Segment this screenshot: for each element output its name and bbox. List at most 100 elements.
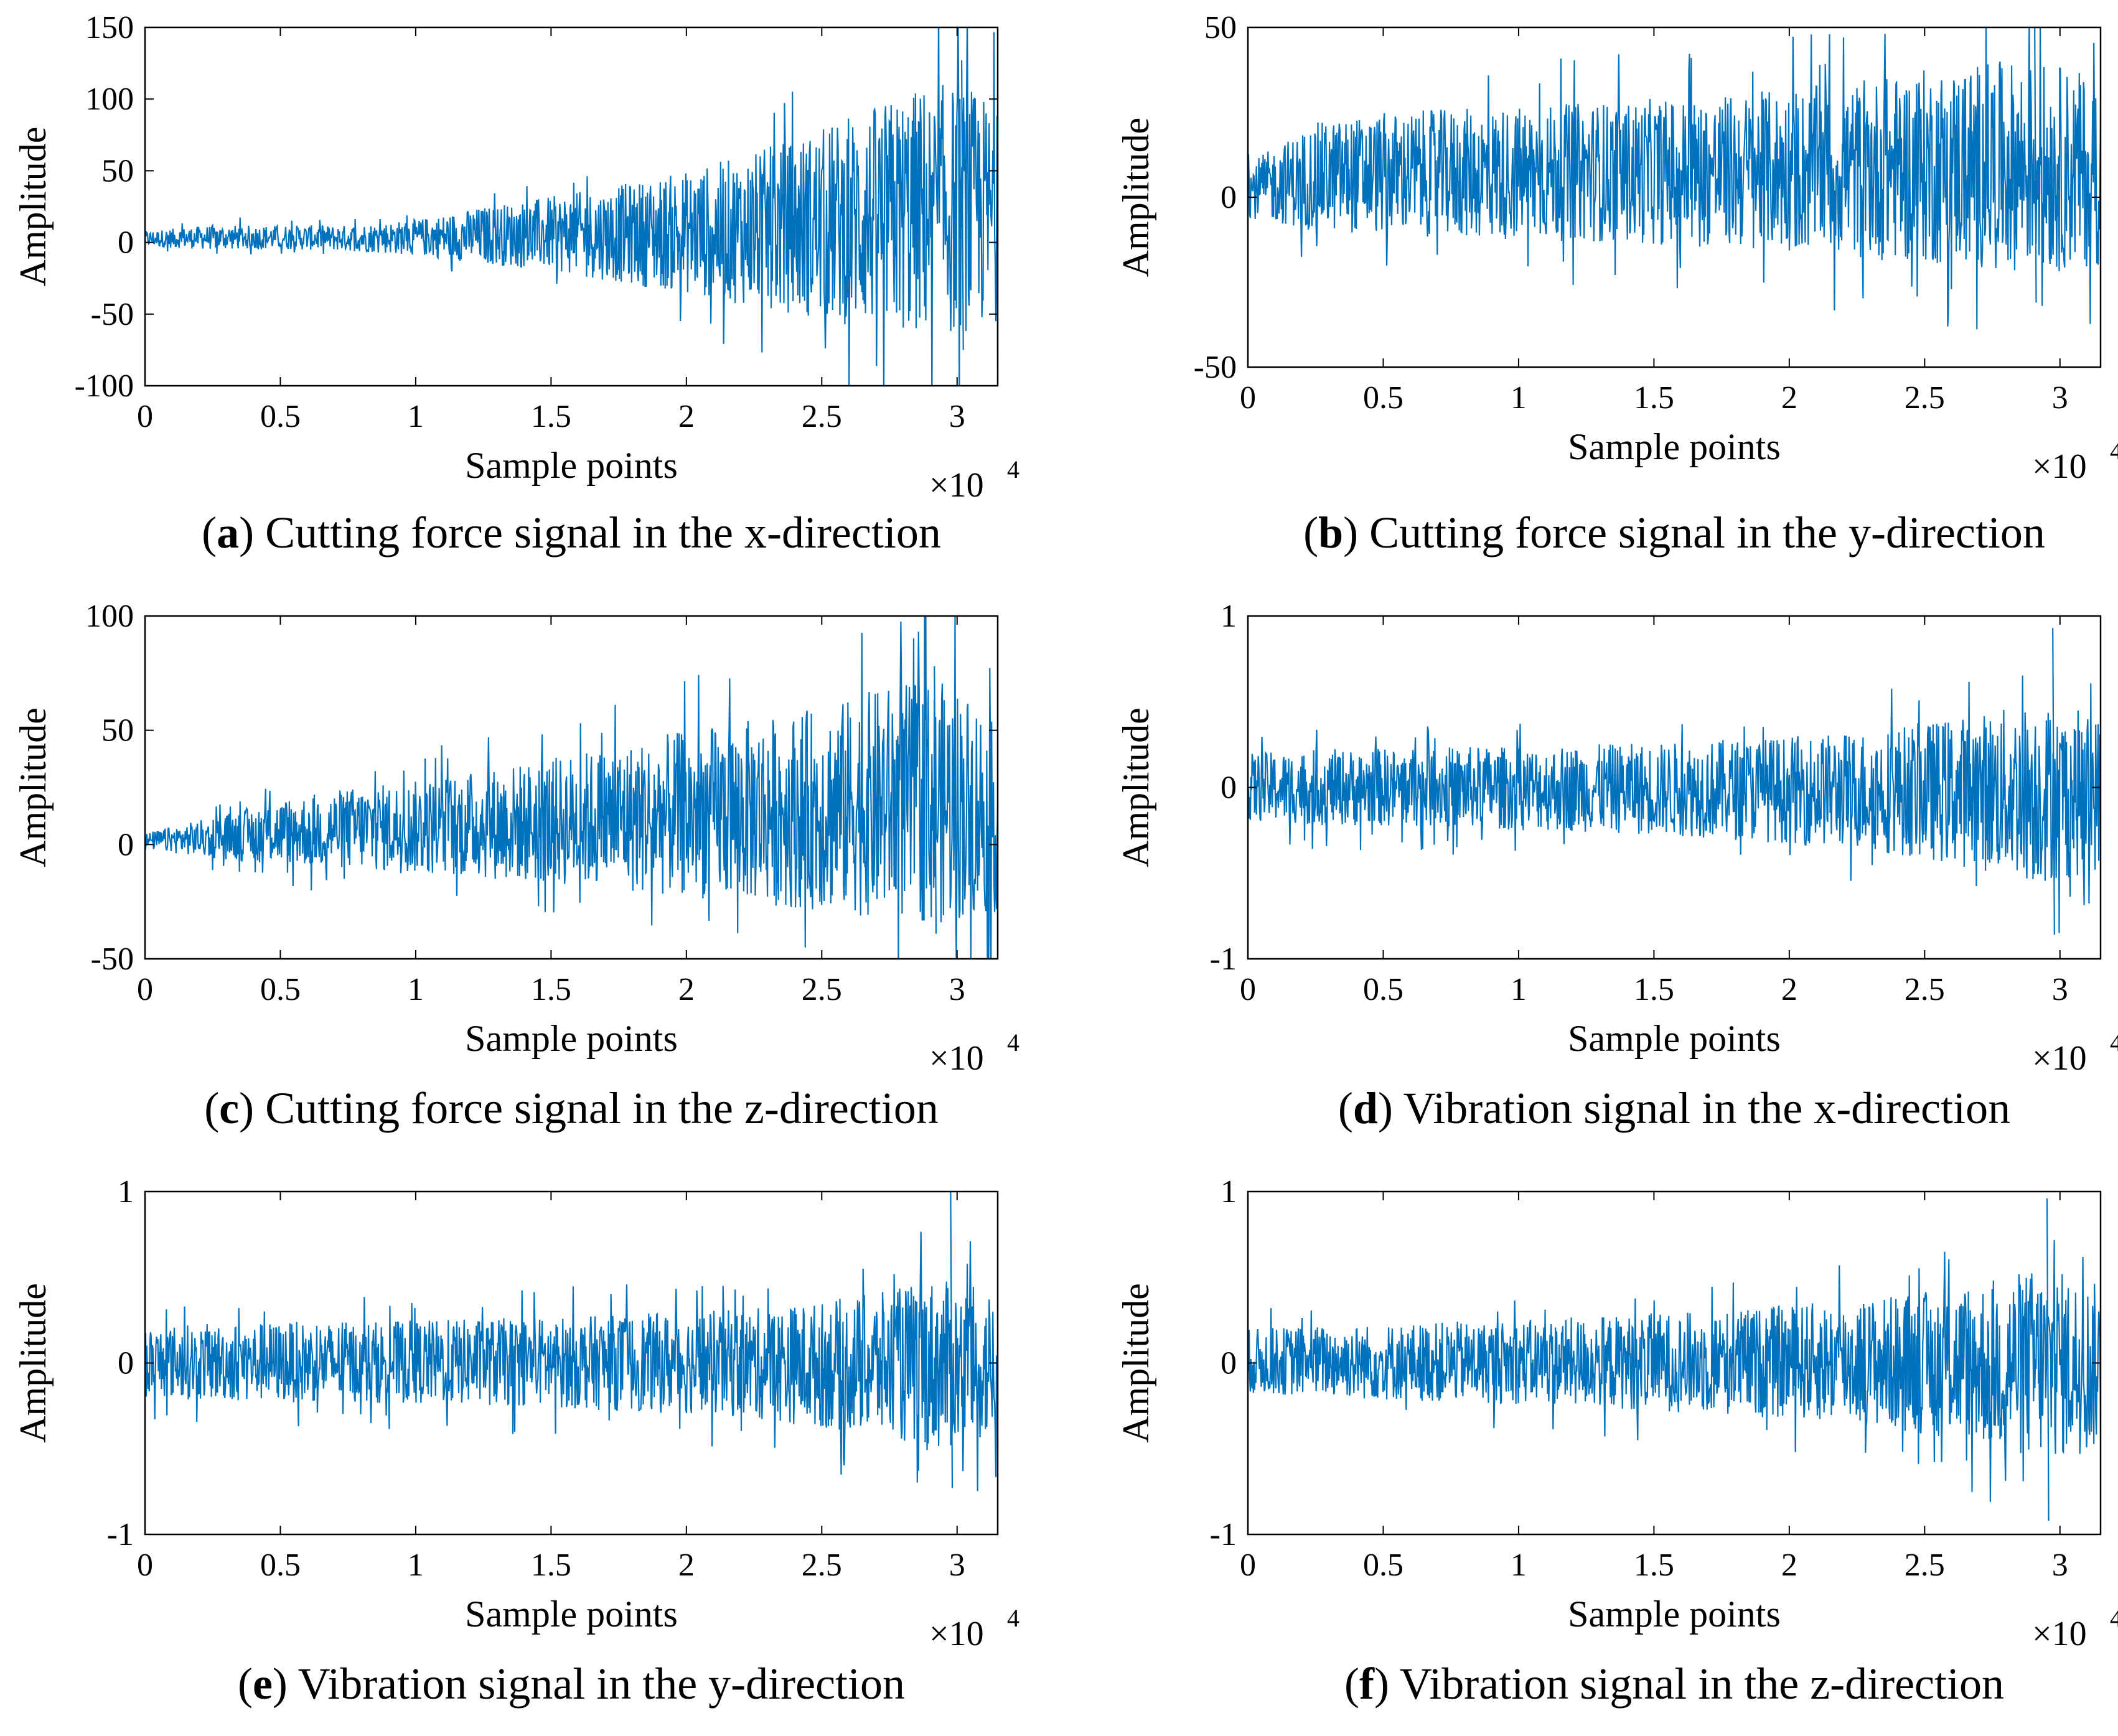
caption-close-paren: ) [1374, 1659, 1389, 1709]
y-tick-label-a: 150 [85, 10, 134, 45]
caption-open-paren: ( [1303, 508, 1318, 558]
caption-letter-b: b [1318, 508, 1343, 558]
x-tick-label-d: 0.5 [1363, 972, 1403, 1007]
x-tick-label-d: 1.5 [1634, 972, 1674, 1007]
axes-box-c [144, 615, 999, 960]
y-tick-label-f: 0 [1221, 1346, 1237, 1381]
x-tick-label-b: 2.5 [1905, 380, 1945, 416]
caption-letter-c: c [219, 1083, 239, 1133]
x-tick-label-f: 0 [1240, 1547, 1256, 1583]
caption-close-paren: ) [1378, 1083, 1393, 1133]
x-exponent-label-f: ×10 [2032, 1615, 2087, 1653]
y-axis-label-f: Amplitude [1115, 1283, 1156, 1443]
y-tick-label-a: 100 [85, 82, 134, 117]
x-tick-label-f: 2 [1781, 1547, 1797, 1583]
caption-close-paren: ) [239, 1083, 254, 1133]
y-tick-label-a: -100 [75, 368, 134, 404]
y-tick-label-a: 50 [101, 153, 134, 189]
caption-letter-e: e [253, 1659, 273, 1709]
x-tick-label-c: 2 [678, 972, 695, 1007]
caption-e: (e) Vibration signal in the y-direction [238, 1659, 905, 1709]
x-exponent-label-a: ×10 [929, 466, 984, 505]
x-exponent-label-b: ×10 [2032, 447, 2087, 486]
x-tick-label-d: 1 [1511, 972, 1527, 1007]
caption-a: (a) Cutting force signal in the x-direct… [202, 508, 941, 558]
y-tick-label-f: 1 [1221, 1174, 1237, 1210]
y-tick-label-a: 0 [118, 225, 134, 261]
x-tick-label-f: 0.5 [1363, 1547, 1403, 1583]
y-tick-label-a: -50 [91, 297, 134, 332]
x-tick-label-f: 1 [1511, 1547, 1527, 1583]
caption-close-paren: ) [273, 1659, 288, 1709]
x-tick-label-e: 0.5 [260, 1547, 301, 1583]
x-axis-label-c: Sample points [465, 1018, 678, 1059]
caption-open-paren: ( [1338, 1083, 1353, 1133]
signal-trace-d [1248, 628, 2101, 935]
x-axis-label-f: Sample points [1568, 1594, 1781, 1635]
x-tick-label-a: 2 [678, 399, 695, 434]
caption-b: (b) Cutting force signal in the y-direct… [1303, 508, 2045, 558]
x-tick-label-e: 1.5 [531, 1547, 571, 1583]
signal-trace-e [145, 1192, 998, 1491]
signal-trace-b [1248, 27, 2101, 330]
axes-box-a [144, 26, 999, 387]
x-axis-label-b: Sample points [1568, 426, 1781, 467]
x-tick-label-e: 1 [408, 1547, 424, 1583]
caption-open-paren: ( [238, 1659, 253, 1709]
x-tick-label-b: 2 [1781, 380, 1797, 416]
x-tick-label-a: 3 [949, 399, 965, 434]
x-tick-label-e: 2.5 [802, 1547, 842, 1583]
y-tick-label-c: 100 [85, 599, 134, 634]
x-tick-label-a: 2.5 [802, 399, 842, 434]
y-axis-label-c: Amplitude [12, 707, 54, 867]
x-exponent-power-d: 4 [2110, 1029, 2118, 1057]
x-tick-label-d: 3 [2052, 972, 2068, 1007]
x-tick-label-b: 3 [2052, 380, 2068, 416]
caption-text-e: Vibration signal in the y-direction [288, 1659, 905, 1709]
signal-trace-a [145, 27, 998, 386]
x-tick-label-b: 1 [1511, 380, 1527, 416]
x-tick-label-e: 2 [678, 1547, 695, 1583]
caption-text-b: Cutting force signal in the y-direction [1358, 508, 2045, 558]
y-axis-label-d: Amplitude [1115, 707, 1156, 867]
x-tick-label-d: 2 [1781, 972, 1797, 1007]
x-exponent-power-a: 4 [1007, 455, 1019, 483]
x-tick-label-c: 2.5 [802, 972, 842, 1007]
x-tick-label-c: 1.5 [531, 972, 571, 1007]
caption-open-paren: ( [1344, 1659, 1359, 1709]
x-tick-label-a: 0.5 [260, 399, 301, 434]
x-exponent-power-b: 4 [2110, 437, 2118, 465]
x-tick-label-c: 3 [949, 972, 965, 1007]
y-tick-label-c: 50 [101, 713, 134, 749]
y-tick-label-d: 1 [1221, 599, 1237, 634]
caption-text-d: Vibration signal in the x-direction [1393, 1083, 2010, 1133]
caption-text-c: Cutting force signal in the z-direction [254, 1083, 939, 1133]
y-tick-label-e: 0 [118, 1346, 134, 1381]
signal-trace-f [1248, 1198, 2101, 1521]
caption-close-paren: ) [239, 508, 254, 558]
signal-trace-c [145, 616, 998, 959]
x-tick-label-d: 2.5 [1905, 972, 1945, 1007]
y-tick-label-c: 0 [118, 827, 134, 862]
panel-a: 0 0.5 1 1.5 2 2.5 3 -100 -50 0 50 100 150 Sample poin… [12, 10, 1019, 558]
y-axis-label-b: Amplitude [1115, 118, 1156, 278]
x-tick-label-b: 0 [1240, 380, 1256, 416]
x-exponent-label-e: ×10 [929, 1615, 984, 1653]
x-exponent-power-f: 4 [2110, 1604, 2118, 1632]
x-tick-label-c: 1 [408, 972, 424, 1007]
x-axis-label-d: Sample points [1568, 1018, 1781, 1059]
x-tick-label-c: 0.5 [260, 972, 301, 1007]
x-tick-label-a: 0 [137, 399, 153, 434]
y-tick-label-c: -50 [91, 941, 134, 977]
x-tick-label-f: 2.5 [1905, 1547, 1945, 1583]
x-exponent-label-c: ×10 [929, 1039, 984, 1078]
x-tick-label-d: 0 [1240, 972, 1256, 1007]
x-axis-label-a: Sample points [465, 445, 678, 486]
caption-open-paren: ( [204, 1083, 219, 1133]
y-tick-label-d: 0 [1221, 770, 1237, 806]
